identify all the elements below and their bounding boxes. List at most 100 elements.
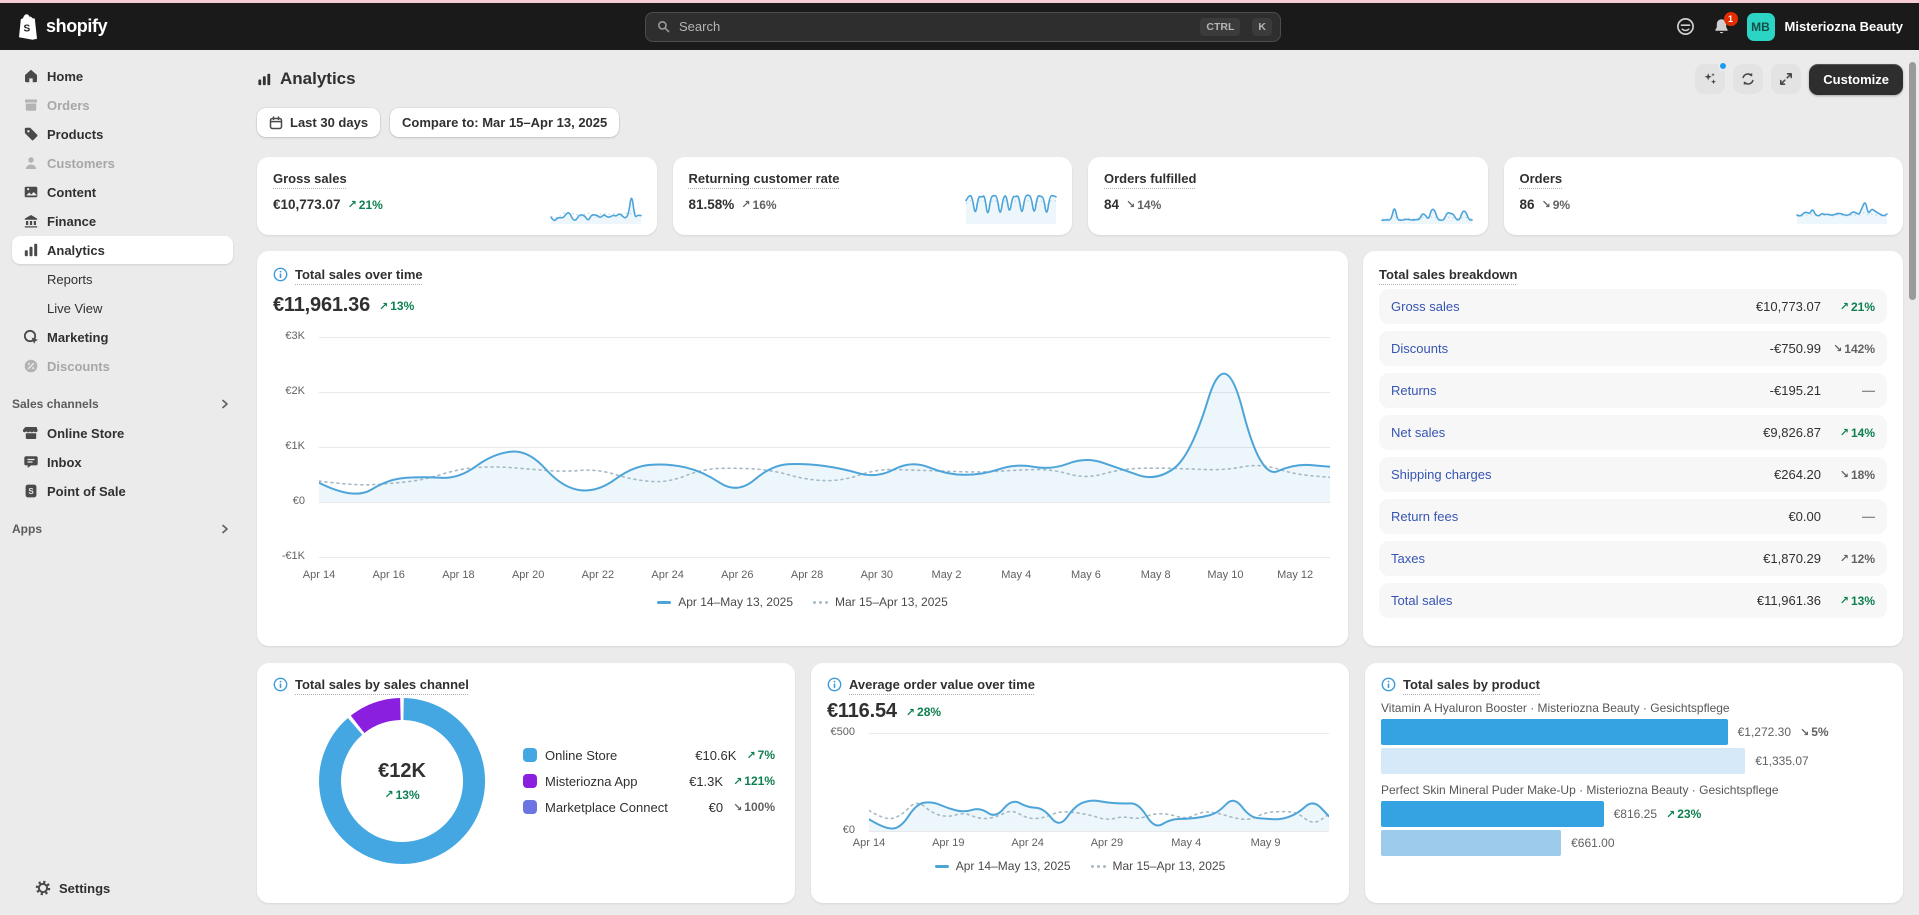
analytics-icon	[257, 72, 272, 87]
breakdown-value: €9,826.87	[1763, 425, 1821, 440]
sidebar-item-point-of-sale[interactable]: S Point of Sale	[12, 477, 233, 505]
sidebar-item-label: Discounts	[47, 359, 110, 374]
sidebar-item-marketing[interactable]: Marketing	[12, 323, 233, 351]
info-icon[interactable]	[827, 677, 842, 692]
sidebar-item-orders[interactable]: Orders	[12, 91, 233, 119]
kpi-card-orders-fulfilled[interactable]: Orders fulfilled84↘14%	[1088, 157, 1488, 235]
delta-badge: ↘9%	[1542, 198, 1571, 212]
kpi-card-returning-customer-rate[interactable]: Returning customer rate81.58%↗16%	[673, 157, 1073, 235]
chart-title[interactable]: Total sales by product	[1403, 677, 1540, 692]
channel-label: Online Store	[545, 748, 687, 763]
x-axis-tick: Apr 28	[791, 569, 823, 581]
date-range-button[interactable]: Last 30 days	[257, 108, 380, 137]
aov-chart: €500€0 Apr 14Apr 19Apr 24Apr 29May 4May …	[827, 731, 1333, 851]
x-axis-tick: May 4	[1001, 569, 1031, 581]
sidebar-item-customers[interactable]: Customers	[12, 149, 233, 177]
info-icon[interactable]	[273, 677, 288, 692]
arrow-up-icon: ↗	[384, 788, 393, 801]
breakdown-value: €0.00	[1788, 509, 1821, 524]
delta-badge: ↗16%	[741, 198, 776, 212]
breakdown-link[interactable]: Net sales	[1391, 425, 1763, 440]
refresh-button[interactable]	[1733, 64, 1763, 94]
x-axis-tick: May 6	[1071, 569, 1101, 581]
chart-title[interactable]: Total sales over time	[295, 267, 423, 282]
sidebar-item-analytics[interactable]: Analytics	[12, 236, 233, 264]
breakdown-title[interactable]: Total sales breakdown	[1379, 267, 1517, 282]
info-icon[interactable]	[1381, 677, 1396, 692]
chart-legend: Apr 14–May 13, 2025Mar 15–Apr 13, 2025	[827, 859, 1333, 873]
expand-button[interactable]	[1771, 64, 1801, 94]
total-sales-chart: €3K€2K€1K€0-€1K Apr 14Apr 16Apr 18Apr 20…	[273, 331, 1332, 583]
kpi-card-orders[interactable]: Orders86↘9%	[1504, 157, 1904, 235]
sidebar-item-discounts[interactable]: Discounts	[12, 352, 233, 380]
chart-title[interactable]: Average order value over time	[849, 677, 1035, 692]
delta-value: 121%	[744, 774, 775, 788]
shopify-logo[interactable]: S shopify	[16, 13, 107, 40]
x-axis-tick: Apr 20	[512, 569, 544, 581]
store-avatar[interactable]: MB	[1747, 13, 1775, 41]
kpi-card-gross-sales[interactable]: Gross sales€10,773.07↗21%	[257, 157, 657, 235]
kpi-value: 84	[1104, 197, 1119, 212]
x-axis-tick: Apr 24	[1011, 837, 1043, 849]
sidebar-item-live-view[interactable]: Live View	[12, 294, 233, 322]
info-icon[interactable]	[273, 267, 288, 282]
products-icon	[22, 126, 39, 143]
sidebar-item-inbox[interactable]: Inbox	[12, 448, 233, 476]
y-axis-tick: €500	[831, 726, 855, 738]
breakdown-link[interactable]: Total sales	[1391, 593, 1757, 608]
y-axis-tick: €0	[843, 824, 855, 836]
store-name[interactable]: Misteriozna Beauty	[1785, 19, 1903, 34]
kpi-value: 81.58%	[689, 197, 735, 212]
apps-section[interactable]: Apps	[12, 517, 231, 541]
breakdown-link[interactable]: Discounts	[1391, 341, 1770, 356]
sales-channels-header: Sales channels	[12, 397, 99, 411]
breakdown-value: -€750.99	[1770, 341, 1821, 356]
point-of-sale-icon: S	[22, 483, 39, 500]
sales-channels-section[interactable]: Sales channels	[12, 392, 231, 416]
product-current-value: €1,272.30↘5%	[1738, 725, 1829, 739]
delta-badge: ↘142%	[1833, 342, 1875, 356]
breakdown-delta: ↘18%	[1821, 468, 1875, 482]
breakdown-value: €264.20	[1774, 467, 1821, 482]
compare-to-button[interactable]: Compare to: Mar 15–Apr 13, 2025	[390, 108, 619, 137]
insights-magic-button[interactable]	[1695, 64, 1725, 94]
breakdown-link[interactable]: Returns	[1391, 383, 1770, 398]
sidebar-item-products[interactable]: Products	[12, 120, 233, 148]
breakdown-row-discounts: Discounts-€750.99 ↘142%	[1379, 331, 1887, 366]
shopify-bag-icon: S	[16, 13, 40, 40]
delta-badge: ↗28%	[906, 705, 941, 719]
sidebar-item-content[interactable]: Content	[12, 178, 233, 206]
delta-value: 7%	[758, 748, 775, 762]
topbar: S shopify Search CTRL K 1 MB Misteriozna…	[0, 3, 1919, 50]
delta-value: 28%	[917, 705, 941, 719]
kpi-sparkline	[964, 189, 1058, 225]
sidebar-item-label: Point of Sale	[47, 484, 126, 499]
sidebar-item-label: Products	[47, 127, 103, 142]
breakdown-row-gross-sales: Gross sales€10,773.07↗21%	[1379, 289, 1887, 324]
product-group: Vitamin A Hyaluron Booster · Misteriozna…	[1381, 701, 1887, 774]
breakdown-link[interactable]: Shipping charges	[1391, 467, 1774, 482]
notifications-button[interactable]: 1	[1712, 17, 1731, 37]
breakdown-link[interactable]: Taxes	[1391, 551, 1763, 566]
chart-title[interactable]: Total sales by sales channel	[295, 677, 469, 692]
customize-button[interactable]: Customize	[1809, 64, 1903, 95]
legend-label: Apr 14–May 13, 2025	[956, 859, 1071, 873]
topbar-right: 1 MB Misteriozna Beauty	[1675, 13, 1903, 41]
chart-legend: Apr 14–May 13, 2025Mar 15–Apr 13, 2025	[273, 595, 1332, 609]
sidebar-item-reports[interactable]: Reports	[12, 265, 233, 293]
sidebar-item-home[interactable]: Home	[12, 62, 233, 90]
delta-badge: ↗21%	[1840, 300, 1875, 314]
sidebar-item-finance[interactable]: Finance	[12, 207, 233, 235]
sidebar-item-online-store[interactable]: Online Store	[12, 419, 233, 447]
sidekick-icon[interactable]	[1675, 16, 1696, 37]
breakdown-link[interactable]: Return fees	[1391, 509, 1788, 524]
breakdown-link[interactable]: Gross sales	[1391, 299, 1756, 314]
x-axis-tick: May 8	[1141, 569, 1171, 581]
search-input[interactable]: Search CTRL K	[645, 12, 1281, 42]
delta-value: 13%	[396, 788, 420, 802]
scrollbar-thumb[interactable]	[1909, 62, 1916, 300]
kpi-title: Orders fulfilled	[1104, 171, 1196, 186]
x-axis-tick: Apr 26	[721, 569, 753, 581]
breakdown-delta: —	[1821, 383, 1875, 398]
sidebar-item-settings[interactable]: Settings	[24, 874, 221, 902]
